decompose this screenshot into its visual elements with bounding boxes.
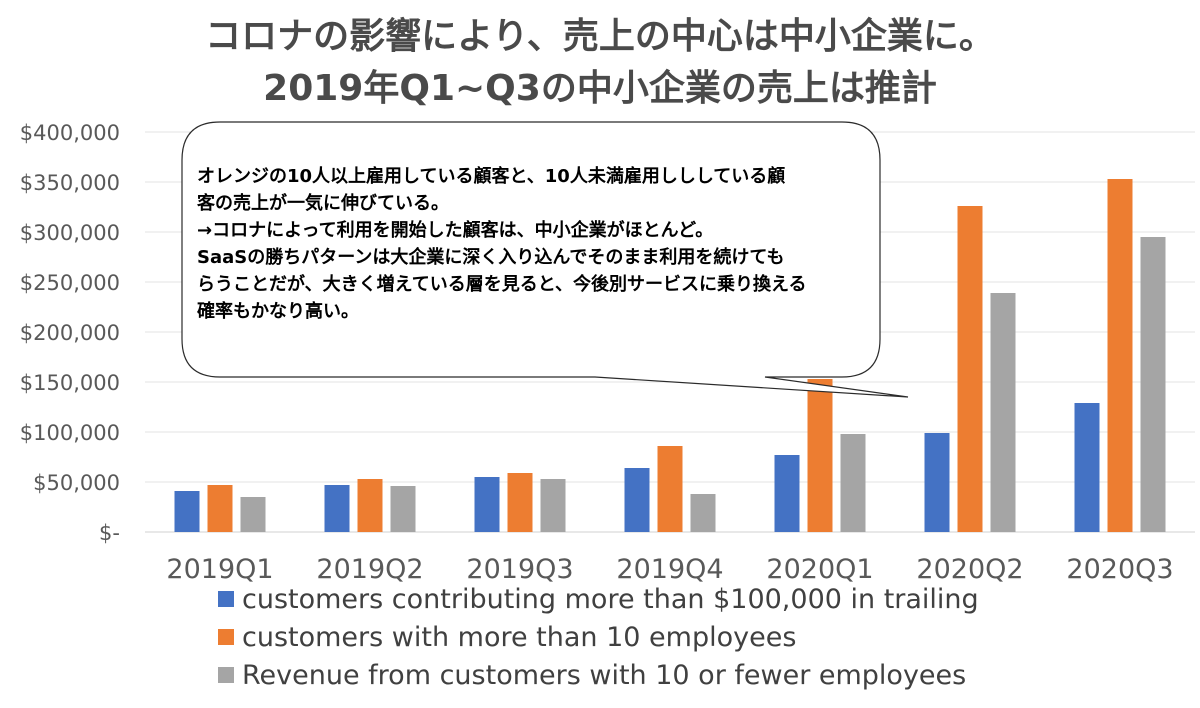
bar-2019q3-series-2 bbox=[507, 473, 533, 532]
x-axis-ticks: 2019Q1 2019Q2 2019Q3 2019Q4 2020Q1 2020Q2 2020… bbox=[166, 554, 1173, 585]
callout-text-line: 確率もかなり高い。 bbox=[197, 300, 359, 322]
legend-swatch bbox=[218, 591, 234, 607]
bar-2019q4-series-3 bbox=[690, 494, 716, 532]
chart-title: コロナの影響により、売上の中心は中小企業に。 2019年Q1~Q3の中小企業の売上… bbox=[205, 15, 995, 109]
bar-2019q1-series-2 bbox=[207, 485, 233, 532]
y-tick-label: $50,000 bbox=[33, 471, 120, 495]
x-tick-label: 2019Q4 bbox=[616, 554, 723, 585]
chart-title-line: 2019年Q1~Q3の中小企業の売上は推計 bbox=[263, 67, 937, 109]
callout-text-line: らうことだが、大きく増えている層を見ると、今後別サービスに乗り換える bbox=[197, 273, 806, 295]
bar-2020q1-series-2 bbox=[807, 379, 833, 532]
bar-2020q3-series-1 bbox=[1074, 403, 1100, 532]
legend-label: Revenue from customers with 10 or fewer … bbox=[242, 660, 966, 691]
x-tick-label: 2019Q2 bbox=[316, 554, 423, 585]
y-tick-label: $- bbox=[99, 521, 120, 545]
chart-title-line: コロナの影響により、売上の中心は中小企業に。 bbox=[205, 15, 995, 57]
bar-2020q1-series-3 bbox=[840, 434, 866, 532]
x-tick-label: 2020Q3 bbox=[1066, 554, 1173, 585]
bar-2019q1-series-1 bbox=[174, 491, 200, 532]
x-tick-label: 2019Q1 bbox=[166, 554, 273, 585]
x-tick-label: 2020Q1 bbox=[766, 554, 873, 585]
bar-2019q2-series-2 bbox=[357, 479, 383, 532]
legend-label: customers contributing more than $100,00… bbox=[242, 584, 979, 615]
annotation-callout: オレンジの10人以上雇用している顧客と、10人未満雇用しししている顧客の売上が一… bbox=[181, 121, 909, 398]
callout-text-line: 客の売上が一気に伸びている。 bbox=[197, 192, 449, 214]
bar-2019q2-series-1 bbox=[324, 485, 350, 532]
legend: customers contributing more than $100,00… bbox=[218, 584, 979, 691]
bar-2020q3-series-2 bbox=[1107, 179, 1133, 532]
y-tick-label: $150,000 bbox=[20, 371, 120, 395]
y-tick-label: $350,000 bbox=[20, 171, 120, 195]
x-tick-label: 2020Q2 bbox=[916, 554, 1023, 585]
bar-2020q2-series-2 bbox=[957, 206, 983, 532]
y-axis-ticks: $- $50,000 $100,000 $150,000 $200,000 $250,00… bbox=[20, 121, 120, 545]
callout-bubble bbox=[181, 121, 909, 398]
x-tick-label: 2019Q3 bbox=[466, 554, 573, 585]
bar-2020q2-series-3 bbox=[990, 293, 1016, 532]
y-tick-label: $200,000 bbox=[20, 321, 120, 345]
legend-swatch bbox=[218, 629, 234, 645]
bar-2019q4-series-1 bbox=[624, 468, 650, 532]
callout-text-line: オレンジの10人以上雇用している顧客と、10人未満雇用しししている顧 bbox=[197, 165, 785, 187]
bar-2020q2-series-1 bbox=[924, 433, 950, 532]
y-tick-label: $400,000 bbox=[20, 121, 120, 145]
bar-2019q3-series-3 bbox=[540, 479, 566, 532]
bar-2020q3-series-3 bbox=[1140, 237, 1166, 532]
bar-2019q4-series-2 bbox=[657, 446, 683, 532]
legend-label: customers with more than 10 employees bbox=[242, 622, 796, 653]
callout-text-line: →コロナによって利用を開始した顧客は、中小企業がほとんど。 bbox=[197, 219, 713, 241]
bar-2020q1-series-1 bbox=[774, 455, 800, 532]
bars bbox=[174, 179, 1166, 532]
bar-2019q3-series-1 bbox=[474, 477, 500, 532]
bar-2019q1-series-3 bbox=[240, 497, 266, 532]
y-tick-label: $300,000 bbox=[20, 221, 120, 245]
bar-2019q2-series-3 bbox=[390, 486, 416, 532]
legend-swatch bbox=[218, 667, 234, 683]
y-tick-label: $100,000 bbox=[20, 421, 120, 445]
callout-text-line: SaaSの勝ちパターンは大企業に深く入り込んでそのまま利用を続けても bbox=[197, 246, 785, 268]
y-tick-label: $250,000 bbox=[20, 271, 120, 295]
